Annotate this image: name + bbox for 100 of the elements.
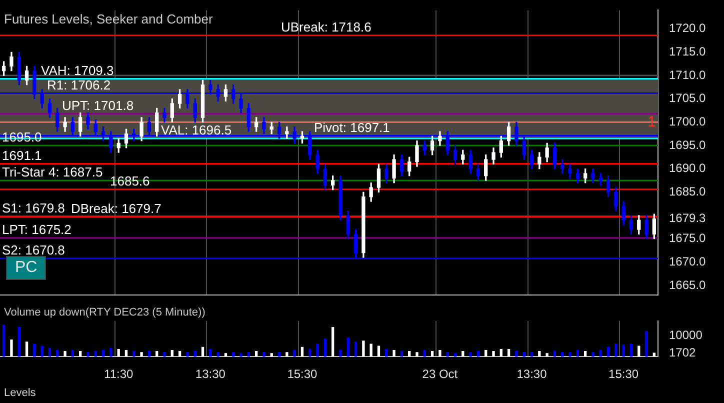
bar: [64, 351, 66, 357]
text: Levels: [4, 387, 36, 399]
ref-line-label: LPT: 1675.2: [2, 222, 72, 237]
y-tick-label: 1685.0: [669, 184, 706, 198]
bar: [201, 346, 204, 357]
bar: [316, 344, 319, 357]
bar: [584, 351, 587, 357]
bar: [400, 351, 404, 357]
ref-line-label: S2: 1670.8: [2, 242, 65, 258]
bar: [377, 346, 380, 357]
bar: [553, 351, 556, 357]
bar: [86, 352, 90, 357]
y-tick-label: 1695.0: [669, 138, 706, 152]
y-tick-label: 1710.0: [669, 68, 706, 82]
bar: [254, 351, 258, 357]
bar: [293, 350, 296, 357]
bar: [592, 352, 594, 357]
bar: [324, 338, 327, 357]
bar: [48, 348, 52, 357]
bar: [117, 348, 120, 357]
bar: [568, 352, 572, 357]
bar: [454, 353, 457, 357]
bar: [515, 351, 518, 357]
bar: [438, 350, 442, 357]
bar: [614, 344, 618, 357]
bar: [308, 348, 312, 357]
ref-line-label: VAH: 1709.3: [41, 62, 114, 78]
bar: [385, 348, 388, 357]
y-tick-label: 1670.0: [669, 254, 706, 268]
y-tick-label: 1700.0: [669, 114, 706, 128]
bar: [232, 352, 235, 357]
x-tick-label: 13:30: [516, 367, 548, 382]
bar: [40, 346, 44, 357]
bar: [492, 351, 495, 357]
ref-line-label: DBreak: 1679.7: [71, 200, 162, 216]
bar: [331, 326, 334, 357]
bar: [476, 351, 480, 357]
bar: [71, 350, 74, 357]
y-tick-label: 10000: [669, 328, 703, 342]
bar: [392, 350, 396, 357]
ref-line-label: UBreak: 1718.6: [281, 19, 372, 34]
bar: [178, 351, 182, 357]
bar: [370, 344, 372, 357]
bar: [156, 351, 158, 357]
bar: [599, 350, 602, 357]
bar: [430, 351, 434, 357]
bar: [645, 331, 648, 357]
x-tick-label: 15:30: [608, 367, 639, 382]
annotation: PC: [6, 256, 46, 280]
ref-line-label: UPT: 1701.8: [62, 98, 134, 113]
x-tick-label: 11:30: [104, 367, 134, 382]
y-tick-label: 1705.0: [669, 91, 706, 106]
bar: [148, 351, 151, 357]
bar: [546, 353, 548, 357]
bar: [79, 351, 82, 357]
bar: [140, 352, 143, 357]
bar: [216, 352, 220, 357]
bar: [538, 351, 541, 357]
y-tick-label: 1715.0: [669, 44, 706, 59]
y-tick-label: 1690.0: [669, 161, 706, 176]
bar: [194, 351, 196, 357]
ref-line-label: 1685.6: [110, 173, 150, 188]
x-tick-label: 23 Oct: [422, 367, 458, 382]
ref-line-label: Tri-Star 4: 1687.5: [2, 164, 103, 180]
bar: [278, 352, 281, 357]
y-tick-label: 1675.0: [669, 231, 706, 246]
bar: [18, 326, 20, 357]
bar: [209, 348, 212, 357]
bar: [606, 346, 610, 357]
chart-title: Volume up down(RTY DEC23 (5 Minute)): [4, 306, 206, 319]
ref-line-label: S1: 1679.8: [2, 200, 65, 216]
bar: [522, 352, 526, 357]
bar: [423, 350, 426, 357]
bar: [247, 352, 250, 357]
ref-line-label: 1691.1: [2, 148, 42, 163]
bar: [56, 350, 59, 357]
bar: [346, 337, 350, 357]
bar: [124, 350, 128, 357]
bar: [286, 352, 288, 357]
bar: [561, 352, 564, 357]
bar: [408, 351, 411, 357]
bar: [240, 353, 242, 357]
bar: [500, 348, 502, 357]
bar: [102, 350, 105, 357]
y-tick-label: 1665.0: [669, 278, 706, 292]
bar: [630, 344, 633, 357]
bar: [362, 340, 365, 357]
bar: [462, 351, 464, 357]
bar: [2, 324, 6, 357]
bar: [354, 342, 358, 357]
bar: [530, 352, 534, 357]
bar: [10, 340, 13, 357]
bar: [300, 346, 304, 357]
y-tick-label: 1702: [669, 345, 696, 360]
y-tick-label: 1679.3: [669, 211, 706, 226]
bar: [652, 352, 656, 357]
x-tick-label: 15:30: [287, 367, 318, 382]
bar: [25, 342, 28, 357]
ref-line-label: VAL: 1696.5: [161, 122, 232, 138]
bar: [339, 350, 342, 357]
